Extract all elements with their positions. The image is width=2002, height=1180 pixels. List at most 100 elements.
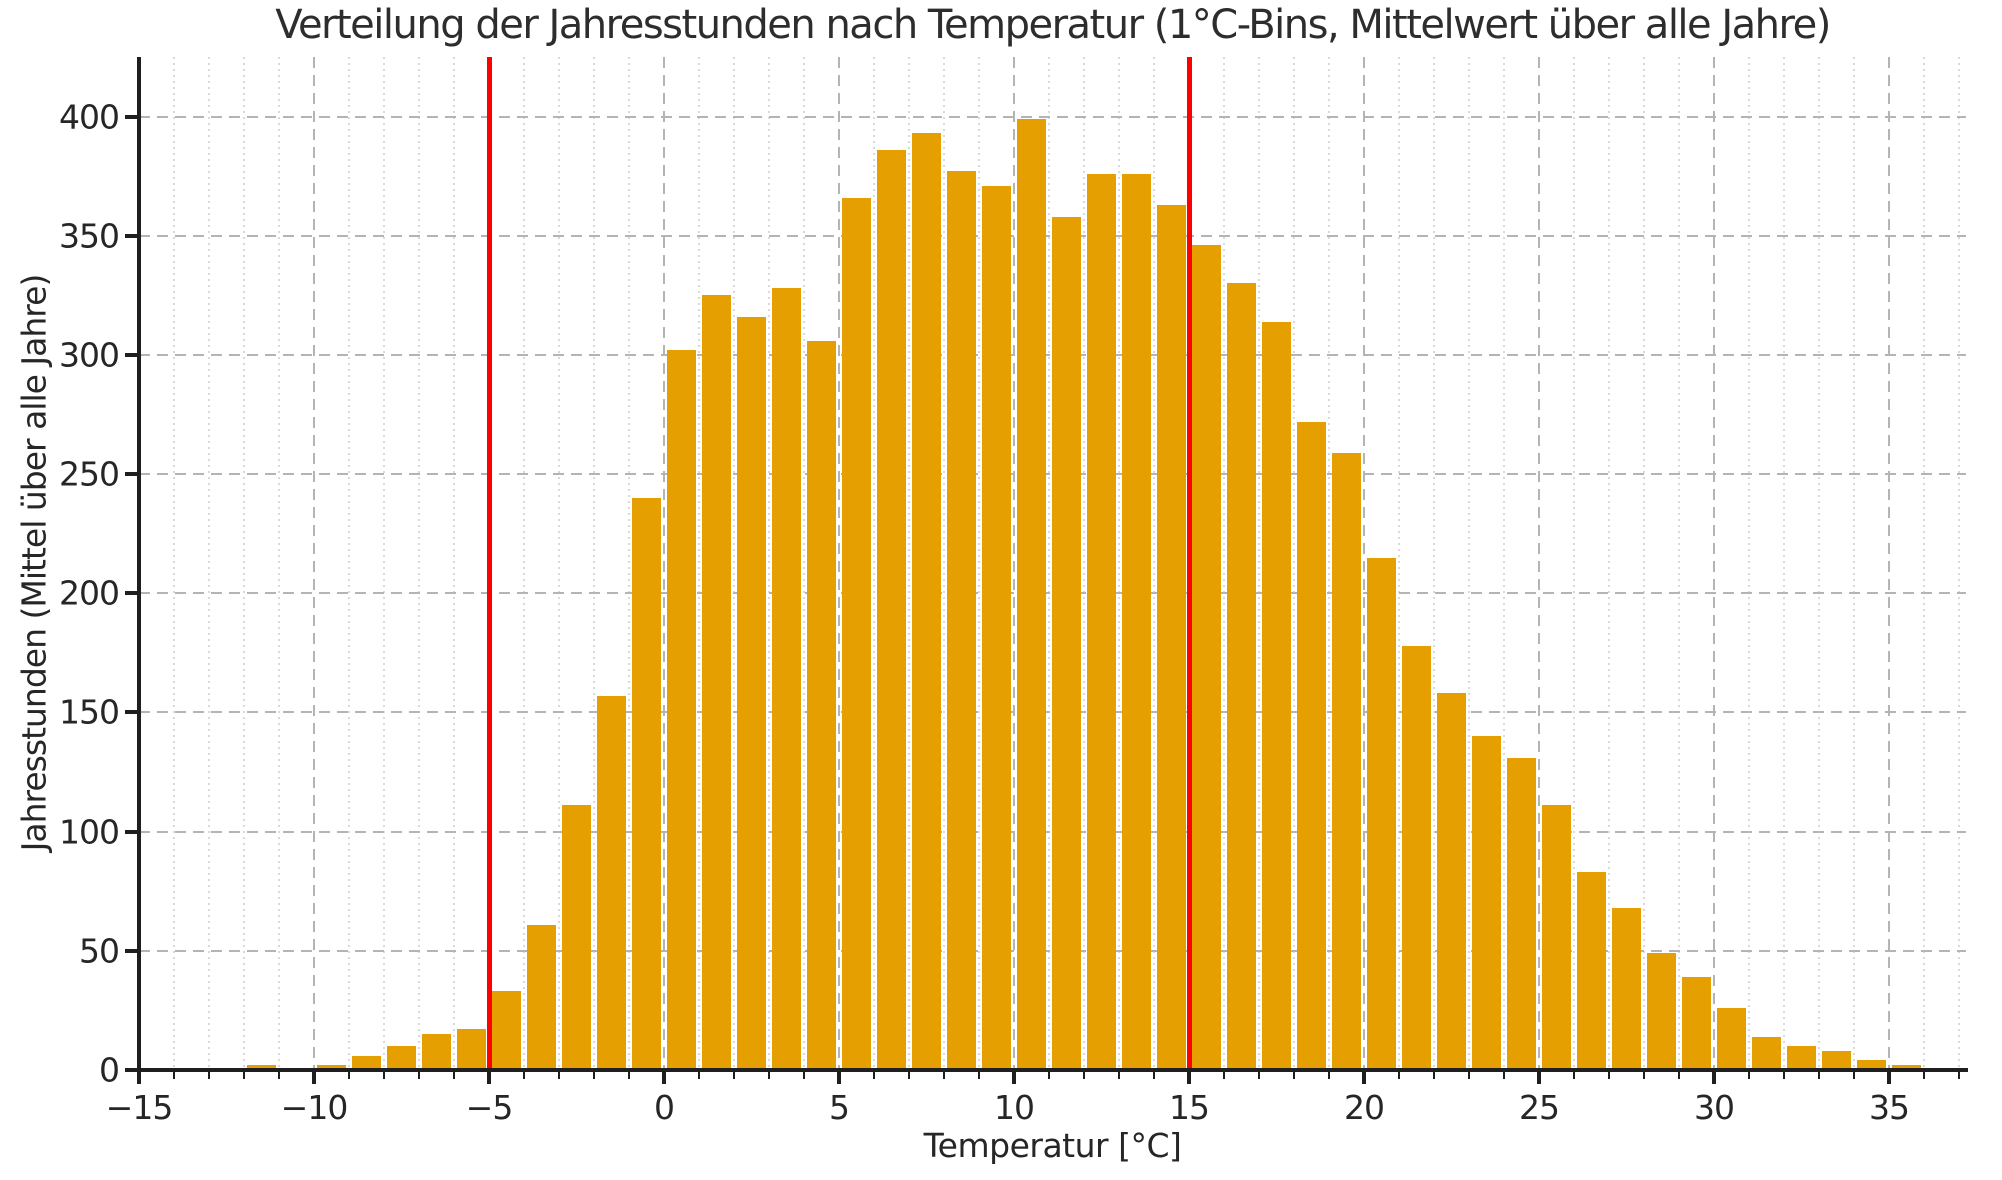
x-minor-tick xyxy=(1432,1072,1436,1079)
histogram-bar xyxy=(1786,1046,1817,1070)
minor-gridline-x xyxy=(558,57,560,1070)
minor-gridline-x xyxy=(1818,57,1820,1070)
x-tick-label: 25 xyxy=(1519,1088,1560,1127)
x-minor-tick xyxy=(1957,1072,1961,1079)
x-tick xyxy=(1362,1072,1366,1084)
minor-gridline-x xyxy=(453,57,455,1070)
histogram-bar xyxy=(1436,693,1467,1070)
y-tick xyxy=(125,948,139,953)
x-tick xyxy=(1887,1072,1891,1084)
minor-gridline-x xyxy=(243,57,245,1070)
x-minor-tick xyxy=(1747,1072,1751,1079)
histogram-bar xyxy=(1611,907,1642,1070)
x-tick-label: 15 xyxy=(1169,1088,1210,1127)
minor-gridline-x xyxy=(1083,57,1085,1070)
x-minor-tick xyxy=(557,1072,561,1079)
x-tick-label: 5 xyxy=(829,1088,850,1127)
x-minor-tick xyxy=(347,1072,351,1079)
histogram-bar xyxy=(701,295,732,1070)
reference-line xyxy=(486,57,492,1070)
major-gridline-x xyxy=(838,57,840,1070)
histogram-bar xyxy=(1716,1008,1747,1070)
x-tick-label: 30 xyxy=(1694,1088,1735,1127)
chart-title: Verteilung der Jahresstunden nach Temper… xyxy=(275,2,1831,48)
x-minor-tick xyxy=(1117,1072,1121,1079)
minor-gridline-x xyxy=(803,57,805,1070)
x-minor-tick xyxy=(1607,1072,1611,1079)
minor-gridline-x xyxy=(873,57,875,1070)
x-minor-tick xyxy=(522,1072,526,1079)
y-tick-label: 400 xyxy=(59,97,120,137)
minor-gridline-x xyxy=(908,57,910,1070)
x-minor-tick xyxy=(1222,1072,1226,1079)
histogram-bar xyxy=(1016,118,1047,1070)
histogram-bar xyxy=(876,149,907,1070)
x-minor-tick xyxy=(942,1072,946,1079)
x-minor-tick xyxy=(732,1072,736,1079)
x-minor-tick xyxy=(1677,1072,1681,1079)
histogram-bar xyxy=(1576,872,1607,1070)
histogram-bar xyxy=(1086,173,1117,1070)
histogram-bar xyxy=(1891,1065,1922,1070)
x-tick-label: 35 xyxy=(1869,1088,1910,1127)
x-minor-tick xyxy=(452,1072,456,1079)
major-gridline-x xyxy=(1538,57,1540,1070)
histogram-bar xyxy=(1506,757,1537,1070)
histogram-bar xyxy=(1121,173,1152,1070)
x-minor-tick xyxy=(1257,1072,1261,1079)
x-tick-label: −15 xyxy=(105,1088,174,1127)
major-gridline-x xyxy=(1888,57,1890,1070)
x-tick xyxy=(487,1072,491,1084)
minor-gridline-x xyxy=(1468,57,1470,1070)
x-minor-tick xyxy=(1152,1072,1156,1079)
y-tick xyxy=(125,352,139,357)
plot-area: −15 −10 −5 0 5 10 15 20 25 30 35 0 50 100 150 200 250 300… xyxy=(59,57,1968,1127)
histogram-bar xyxy=(491,991,522,1070)
minor-gridline-x xyxy=(173,57,175,1070)
x-minor-tick xyxy=(1327,1072,1331,1079)
histogram-bar xyxy=(806,340,837,1070)
minor-gridline-x xyxy=(1433,57,1435,1070)
x-tick xyxy=(1712,1072,1716,1084)
minor-gridline-x xyxy=(1503,57,1505,1070)
minor-gridline-x xyxy=(1258,57,1260,1070)
histogram-bar xyxy=(1226,283,1257,1070)
minor-gridline-x xyxy=(278,57,280,1070)
histogram-bar xyxy=(771,288,802,1070)
histogram-bar xyxy=(561,805,592,1070)
y-tick xyxy=(125,829,139,834)
minor-gridline-x xyxy=(348,57,350,1070)
x-tick xyxy=(312,1072,316,1084)
x-tick xyxy=(1537,1072,1541,1084)
x-tick xyxy=(662,1072,666,1084)
minor-gridline-x xyxy=(1608,57,1610,1070)
histogram-bar xyxy=(1751,1036,1782,1070)
x-minor-tick xyxy=(242,1072,246,1079)
x-minor-tick xyxy=(1502,1072,1506,1079)
x-tick-label: −10 xyxy=(280,1088,349,1127)
minor-gridline-x xyxy=(1853,57,1855,1070)
minor-gridline-x xyxy=(628,57,630,1070)
histogram-bar xyxy=(1051,216,1082,1070)
minor-gridline-x xyxy=(593,57,595,1070)
y-tick xyxy=(125,710,139,715)
major-gridline-x xyxy=(1013,57,1015,1070)
x-minor-tick xyxy=(277,1072,281,1079)
x-axis-spine xyxy=(137,1068,1968,1072)
y-tick xyxy=(125,591,139,596)
y-tick-label: 50 xyxy=(79,931,120,971)
histogram-bar xyxy=(841,197,872,1070)
x-minor-tick xyxy=(802,1072,806,1079)
histogram-bar xyxy=(1646,953,1677,1070)
x-tick xyxy=(137,1072,141,1084)
histogram-bar xyxy=(386,1046,417,1070)
minor-gridline-x xyxy=(1398,57,1400,1070)
x-minor-tick xyxy=(1397,1072,1401,1079)
x-tick-label: 10 xyxy=(994,1088,1035,1127)
histogram-bar xyxy=(1856,1060,1887,1070)
histogram-bar xyxy=(351,1055,382,1070)
x-tick xyxy=(1187,1072,1191,1084)
x-tick xyxy=(1012,1072,1016,1084)
histogram-bar xyxy=(911,133,942,1070)
y-tick-label: 200 xyxy=(59,573,120,613)
